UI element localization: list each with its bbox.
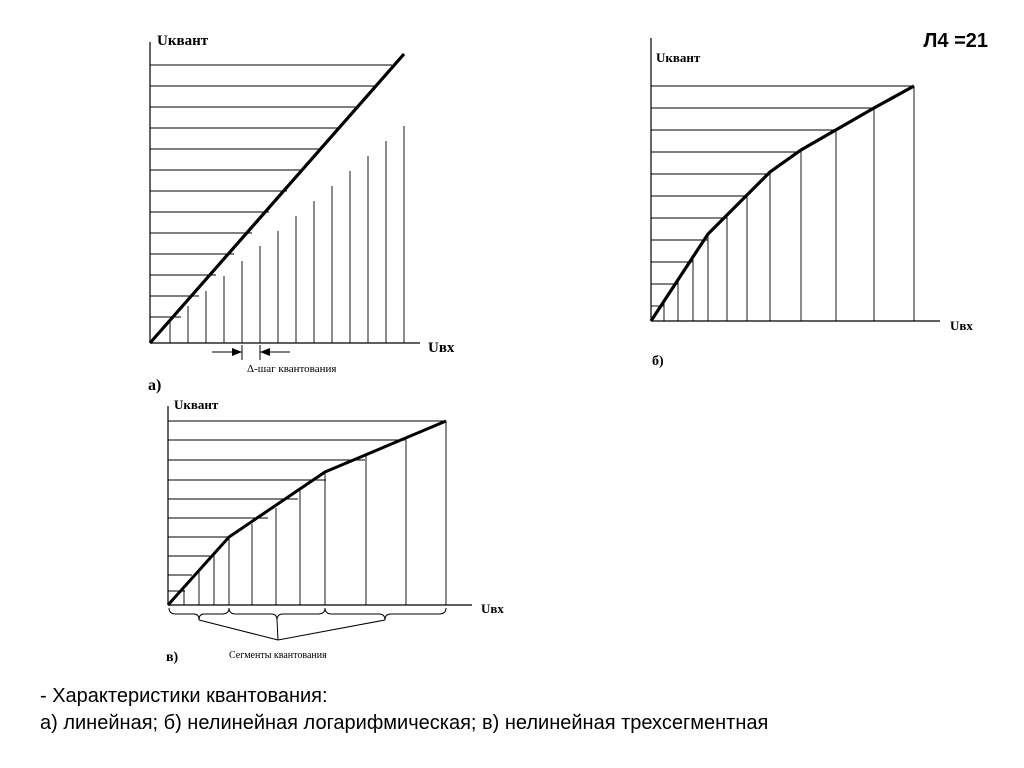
chart-log-y-label: Uквант [656,50,701,65]
chart-3seg-vertical-grid [183,421,447,605]
caption-description: а) линейная; б) нелинейная логарифмическ… [40,712,769,734]
step-annotation-arrows [212,345,290,360]
caption-title: - Характеристики квантования: [40,685,328,707]
step-annotation-label: Δ-шаг квантования [247,363,336,375]
segment-braces [168,607,447,641]
segments-annotation-label: Сегменты квантования [229,650,327,661]
chart-3seg-characteristic [166,419,447,607]
chart-log-horizontal-grid [651,85,914,307]
chart-linear: Uквант Uвх Δ-шаг квантования а) [148,33,455,394]
chart-linear-horizontal-grid [150,64,392,318]
chart-3seg-horizontal-grid [168,420,446,592]
chart-linear-vertical-grid [169,126,405,343]
caption: - Характеристики квантования: а) линейна… [40,683,768,737]
chart-linear-y-label: Uквант [157,33,209,49]
chart-logarithmic: Uквант Uвх б) [649,38,973,369]
chart-three-segment: Uквант Uвх Сегменты квантования в) [166,397,504,665]
chart-linear-characteristic [148,52,406,345]
chart-linear-x-label: Uвх [428,340,455,356]
chart-3seg-y-label: Uквант [174,397,219,412]
chart-3seg-panel-label: в) [166,650,179,665]
chart-log-panel-label: б) [652,354,664,369]
chart-log-vertical-grid [663,86,915,321]
chart-3seg-x-label: Uвх [481,601,504,616]
chart-log-x-label: Uвх [950,318,973,333]
slide-number-label: Л4 =21 [923,30,988,52]
chart-linear-panel-label: а) [148,377,161,394]
chart-log-characteristic [649,84,915,322]
